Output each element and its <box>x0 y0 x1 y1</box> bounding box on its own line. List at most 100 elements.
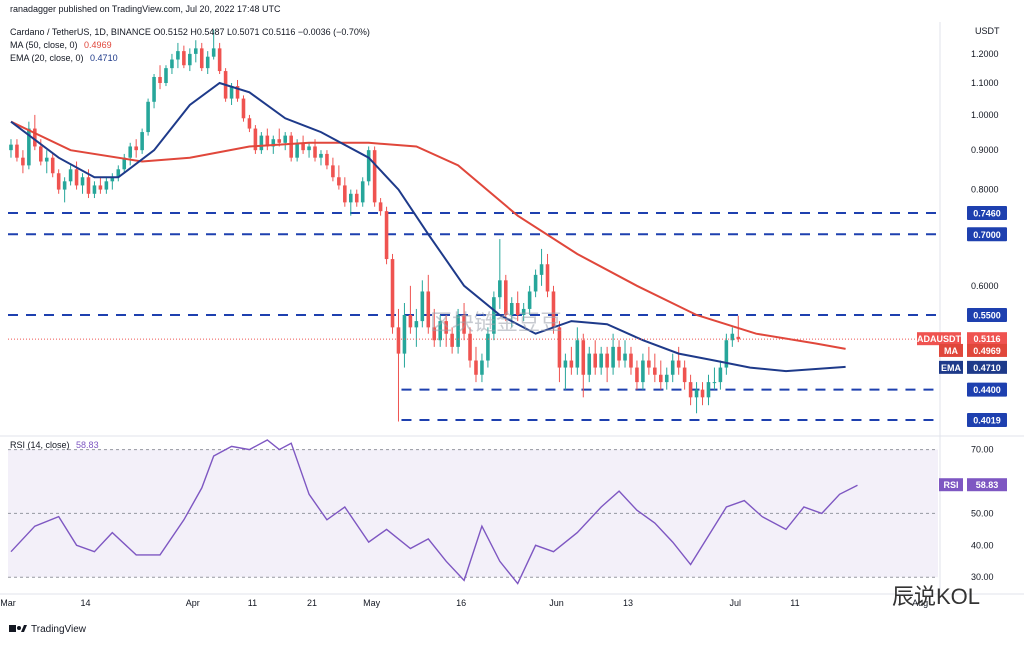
time-tick-label: May <box>363 598 381 608</box>
candle-body <box>241 98 246 119</box>
candle-body <box>74 169 79 186</box>
candle-body <box>605 353 609 368</box>
time-tick-label: Jun <box>549 598 564 608</box>
candle-body <box>712 382 717 384</box>
candle-body <box>659 374 663 383</box>
candle-body <box>629 353 633 368</box>
candle-body <box>450 333 454 347</box>
candle-body <box>581 340 586 375</box>
candle-body <box>146 101 150 133</box>
candle-body <box>736 336 741 340</box>
tag-layer: 0.7460 0.7000 0.5500 0.4400 0.4019 ADAUSDT 0.5… <box>917 205 1007 492</box>
rsi-tick-label: 50.00 <box>971 508 994 518</box>
candle-body <box>635 367 639 383</box>
candle-body <box>593 353 597 368</box>
candle-body <box>194 48 198 54</box>
level-tag-box <box>967 412 1007 427</box>
time-tick-label: 16 <box>456 598 466 608</box>
symbol-tag-box <box>917 332 961 346</box>
candle-body <box>509 303 514 315</box>
candle-body <box>539 264 544 275</box>
candle-body <box>354 193 359 203</box>
candle-body <box>456 314 460 347</box>
indicator-value-tag: 0.4710 <box>973 363 1001 373</box>
price-tick-label: 0.9000 <box>971 145 999 155</box>
candle-body <box>664 374 669 383</box>
candle-body <box>611 346 615 368</box>
ma50-line <box>10 120 846 350</box>
time-tick-label: 21 <box>307 598 317 608</box>
candle-body <box>551 291 556 328</box>
price-tick-label: 0.6000 <box>971 281 999 291</box>
candle-body <box>235 86 240 99</box>
candle-body <box>486 333 490 361</box>
candle-body <box>325 153 329 166</box>
indicator-name-tag: EMA <box>941 363 962 373</box>
candle-body <box>527 291 532 309</box>
candle-body <box>337 177 341 186</box>
candle-body <box>724 340 729 368</box>
candle-body <box>706 382 711 398</box>
candle-body <box>229 86 234 99</box>
candle-body <box>617 346 621 361</box>
candle-body <box>44 157 49 162</box>
candle-body <box>271 139 276 147</box>
candle-body <box>128 146 132 158</box>
candle-body <box>283 135 287 143</box>
candle-body <box>27 128 31 166</box>
candle-body <box>372 150 377 203</box>
candle-body <box>694 389 699 398</box>
candle-body <box>176 51 180 60</box>
candle-body <box>533 274 538 292</box>
candle-body <box>265 135 270 147</box>
candle-body <box>259 135 264 151</box>
candle-body <box>402 314 407 354</box>
candle-body <box>575 340 580 368</box>
time-tick-label: Jul <box>730 598 742 608</box>
candle-body <box>343 185 347 203</box>
candle-body <box>438 321 442 341</box>
rsi-legend-value: 58.83 <box>76 440 99 450</box>
axis-layer: 1.2000 1.1000 1.0000 0.9000 0.8000 0.7000 0.60… <box>0 49 998 608</box>
footer-bar <box>0 617 1024 641</box>
level-tag-box <box>967 307 1007 322</box>
candle-body <box>164 68 168 84</box>
candle-body <box>432 327 437 341</box>
candle-body <box>62 181 67 190</box>
price-tick-label: 0.8000 <box>971 185 999 195</box>
ma-legend-label: MA (50, close, 0) <box>10 40 78 50</box>
ma-legend-value: 0.4969 <box>84 40 112 50</box>
level-tag-box <box>967 227 1007 242</box>
candle-body <box>378 202 383 212</box>
candle-body <box>408 314 413 328</box>
candle-body <box>366 150 371 182</box>
symbol-line: Cardano / TetherUS, 1D, BINANCE O0.5152 … <box>10 27 370 37</box>
ma-legend: MA (50, close, 0) 0.4969 <box>10 40 112 50</box>
candle-body <box>462 314 466 334</box>
candle-body <box>468 333 472 361</box>
price-tick-label: 1.0000 <box>971 110 999 120</box>
rsi-value-tag: 58.83 <box>976 480 999 490</box>
candle-body <box>396 327 401 354</box>
candle-body <box>730 333 735 341</box>
candle-body <box>80 177 85 186</box>
candle-body <box>331 165 335 178</box>
indicator-name-box <box>939 360 963 374</box>
ema-legend: EMA (20, close, 0) 0.4710 <box>10 53 118 63</box>
rsi-tick-label: 40.00 <box>971 540 994 550</box>
candle-body <box>33 128 37 147</box>
candle-body <box>277 139 282 143</box>
candle-body <box>718 367 723 383</box>
candle-body <box>313 146 317 158</box>
candle-body <box>301 142 305 151</box>
candle-body <box>700 389 705 398</box>
time-tick-label: Aug <box>912 598 928 608</box>
candle-body <box>360 181 365 203</box>
candle-body <box>289 135 293 158</box>
candle-body <box>188 53 192 66</box>
candle-body <box>670 360 675 375</box>
candle-body <box>319 153 323 158</box>
rsi-legend: RSI (14, close) 58.83 <box>10 440 99 450</box>
candle-body <box>116 169 121 178</box>
candle-body <box>414 321 419 328</box>
